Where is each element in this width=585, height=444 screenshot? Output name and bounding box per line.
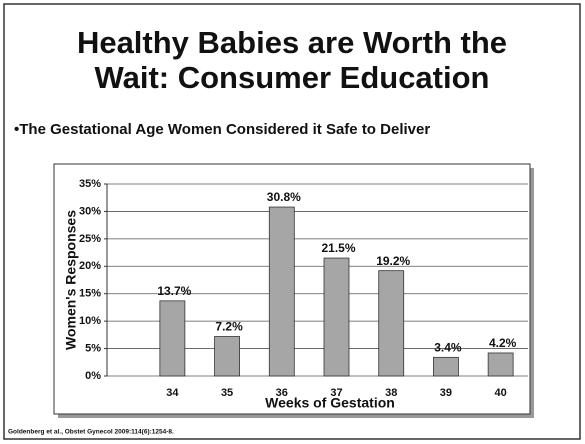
subtitle: •The Gestational Age Women Considered it… [14,121,430,138]
x-axis-label: Weeks of Gestation [265,395,395,411]
y-tick-label: 25% [79,233,101,245]
x-tick-label: 38 [385,387,397,399]
y-tick-label: 0% [85,370,101,382]
y-tick-label: 20% [79,260,101,272]
x-tick-label: 39 [440,387,452,399]
value-label: 19.2% [376,254,410,268]
y-axis-label: Women's Responses [63,210,79,350]
x-tick-label: 35 [221,387,233,399]
value-label: 4.2% [489,336,517,350]
bar [487,352,514,377]
value-label: 3.4% [434,341,462,355]
value-label: 13.7% [157,284,191,298]
y-tick-label: 5% [85,342,101,354]
citation: Goldenberg et al., Obstet Gynecol 2009:1… [8,429,174,436]
value-label: 21.5% [321,241,355,255]
y-tick-label: 30% [79,205,101,217]
slide-title-line: Healthy Babies are Worth the [77,25,507,60]
y-tick-label: 15% [79,288,101,300]
y-tick-label: 10% [79,315,101,327]
x-tick-label: 37 [330,387,342,399]
bar [214,336,240,377]
slide-title-line: Wait: Consumer Education [95,60,490,95]
bar [378,270,405,377]
bar [159,300,186,377]
bar [323,257,350,377]
value-label: 30.8% [267,190,301,204]
x-tick-label: 36 [276,387,288,399]
bar [433,356,459,377]
x-tick-label: 40 [495,387,507,399]
bar [268,206,295,377]
y-tick-label: 35% [79,178,101,190]
value-label: 7.2% [215,320,243,334]
x-tick-label: 34 [166,387,179,399]
